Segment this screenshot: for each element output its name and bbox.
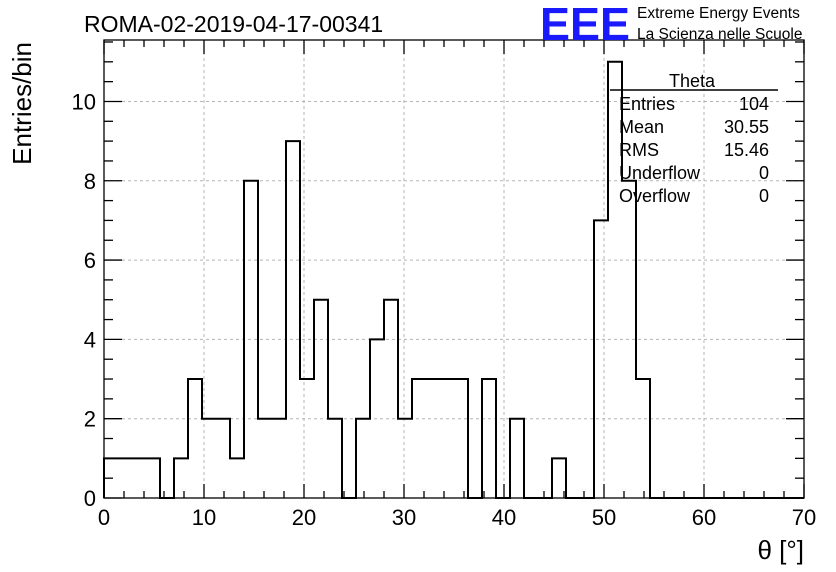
- x-tick-label: 40: [492, 505, 516, 530]
- y-tick-label: 0: [84, 486, 96, 511]
- logo-line-2: La Scienza nelle Scuole: [637, 26, 802, 43]
- x-tick-label: 0: [98, 505, 110, 530]
- stats-row-value: 30.55: [724, 117, 769, 137]
- stats-row-value: 0: [759, 186, 769, 206]
- y-tick-labels: 0 2 4 6 8 10: [72, 89, 96, 511]
- eee-logo-mark: EEE: [540, 0, 630, 50]
- x-tick-label: 60: [692, 505, 716, 530]
- x-axis-label: θ [°]: [757, 535, 804, 565]
- stats-row-label: RMS: [619, 140, 659, 160]
- stats-row-value: 0: [759, 163, 769, 183]
- stats-row-label: Underflow: [619, 163, 701, 183]
- stats-row-value: 104: [739, 94, 769, 114]
- x-tick-label: 50: [592, 505, 616, 530]
- y-tick-label: 2: [84, 407, 96, 432]
- histogram-bars: [103, 60, 804, 499]
- x-tick-label: 30: [392, 505, 416, 530]
- stats-row-label: Overflow: [619, 186, 691, 206]
- y-tick-label: 8: [84, 169, 96, 194]
- y-tick-label: 10: [72, 89, 96, 114]
- stats-row-label: Entries: [619, 94, 675, 114]
- chart-title: ROMA-02-2019-04-17-00341: [84, 11, 383, 37]
- x-tick-labels: 0 10 20 30 40 50 60 70: [98, 505, 816, 530]
- stats-row-label: Mean: [619, 117, 664, 137]
- plot-frame: [103, 39, 805, 499]
- eee-logo: EEE Extreme Energy Events La Scienza nel…: [540, 0, 802, 50]
- y-axis-label: Entries/bin: [7, 42, 37, 165]
- x-tick-label: 70: [792, 505, 816, 530]
- logo-line-1: Extreme Energy Events: [637, 5, 800, 22]
- x-tick-label: 10: [192, 505, 216, 530]
- stats-row-value: 15.46: [724, 140, 769, 160]
- axis-ticks: [103, 40, 805, 499]
- y-tick-label: 4: [84, 327, 96, 352]
- histogram-outline: [103, 60, 804, 499]
- stats-box: Theta Entries 104 Mean 30.55 RMS 15.46 Underfl…: [610, 71, 778, 206]
- x-tick-label: 20: [292, 505, 316, 530]
- y-tick-label: 6: [84, 248, 96, 273]
- stats-title: Theta: [669, 71, 716, 91]
